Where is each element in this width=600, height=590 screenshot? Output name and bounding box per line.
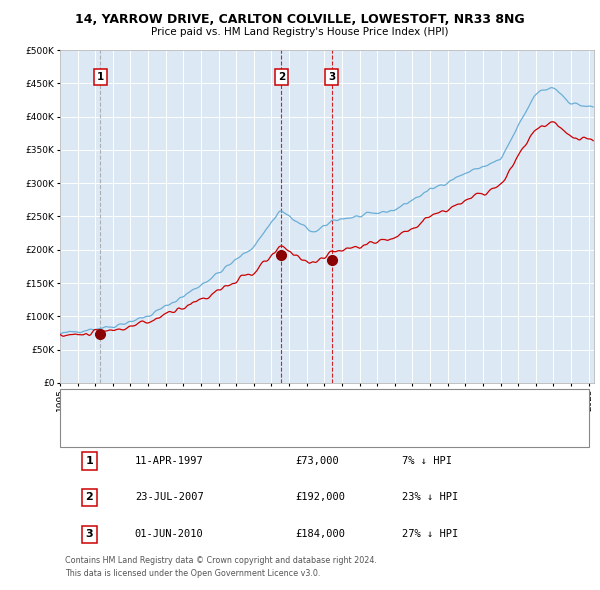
Text: 7% ↓ HPI: 7% ↓ HPI <box>402 456 452 466</box>
Text: 3: 3 <box>86 529 93 539</box>
Text: 23% ↓ HPI: 23% ↓ HPI <box>402 492 458 502</box>
Text: 2: 2 <box>278 72 285 82</box>
Text: 01-JUN-2010: 01-JUN-2010 <box>135 529 203 539</box>
Text: 14, YARROW DRIVE, CARLTON COLVILLE, LOWESTOFT, NR33 8NG: 14, YARROW DRIVE, CARLTON COLVILLE, LOWE… <box>75 13 525 26</box>
Text: 2: 2 <box>85 492 93 502</box>
Text: 1: 1 <box>97 72 104 82</box>
Text: 27% ↓ HPI: 27% ↓ HPI <box>402 529 458 539</box>
Text: 3: 3 <box>328 72 335 82</box>
Text: £192,000: £192,000 <box>295 492 345 502</box>
Text: 1: 1 <box>85 456 93 466</box>
Text: 23-JUL-2007: 23-JUL-2007 <box>135 492 203 502</box>
Text: Contains HM Land Registry data © Crown copyright and database right 2024.: Contains HM Land Registry data © Crown c… <box>65 556 377 565</box>
Text: 14, YARROW DRIVE, CARLTON COLVILLE, LOWESTOFT, NR33 8NG (detached house): 14, YARROW DRIVE, CARLTON COLVILLE, LOWE… <box>119 399 492 408</box>
Text: Price paid vs. HM Land Registry's House Price Index (HPI): Price paid vs. HM Land Registry's House … <box>151 27 449 37</box>
Text: £73,000: £73,000 <box>295 456 339 466</box>
Text: This data is licensed under the Open Government Licence v3.0.: This data is licensed under the Open Gov… <box>65 569 321 578</box>
Text: HPI: Average price, detached house, East Suffolk: HPI: Average price, detached house, East… <box>119 430 340 439</box>
Text: £184,000: £184,000 <box>295 529 345 539</box>
Text: 11-APR-1997: 11-APR-1997 <box>135 456 203 466</box>
FancyBboxPatch shape <box>60 389 589 447</box>
